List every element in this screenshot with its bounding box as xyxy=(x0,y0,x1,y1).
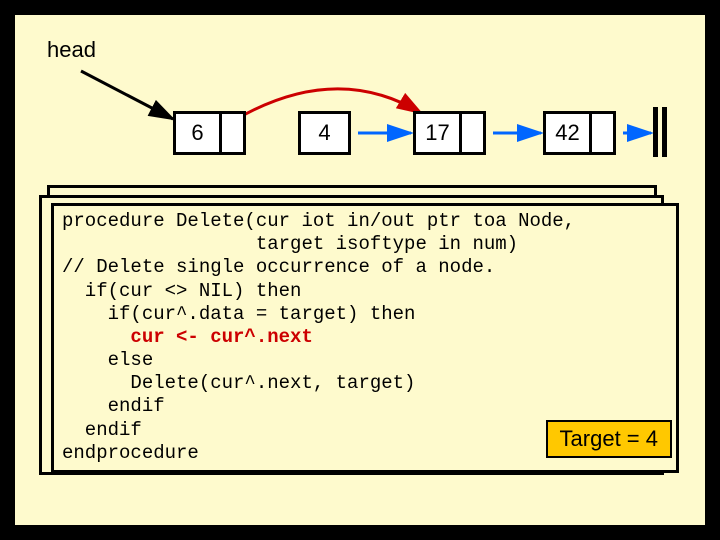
list-node: 17 xyxy=(413,111,486,155)
node-value: 6 xyxy=(176,114,222,152)
list-node: 42 xyxy=(543,111,616,155)
list-node: 6 xyxy=(173,111,246,155)
code-box: procedure Delete(cur iot in/out ptr toa … xyxy=(51,203,679,473)
node-value: 17 xyxy=(416,114,462,152)
head-label: head xyxy=(47,37,96,63)
target-badge: Target = 4 xyxy=(546,420,672,458)
node-pointer-cell xyxy=(222,114,243,152)
diagram-canvas: head 6 4 17 42 procedure Delete(cur iot in/… xyxy=(12,12,708,528)
list-node: 4 xyxy=(298,111,351,155)
node-pointer-cell xyxy=(462,114,483,152)
node-value: 4 xyxy=(301,114,348,152)
node-pointer-cell xyxy=(592,114,613,152)
list-terminator xyxy=(653,107,669,157)
node-value: 42 xyxy=(546,114,592,152)
